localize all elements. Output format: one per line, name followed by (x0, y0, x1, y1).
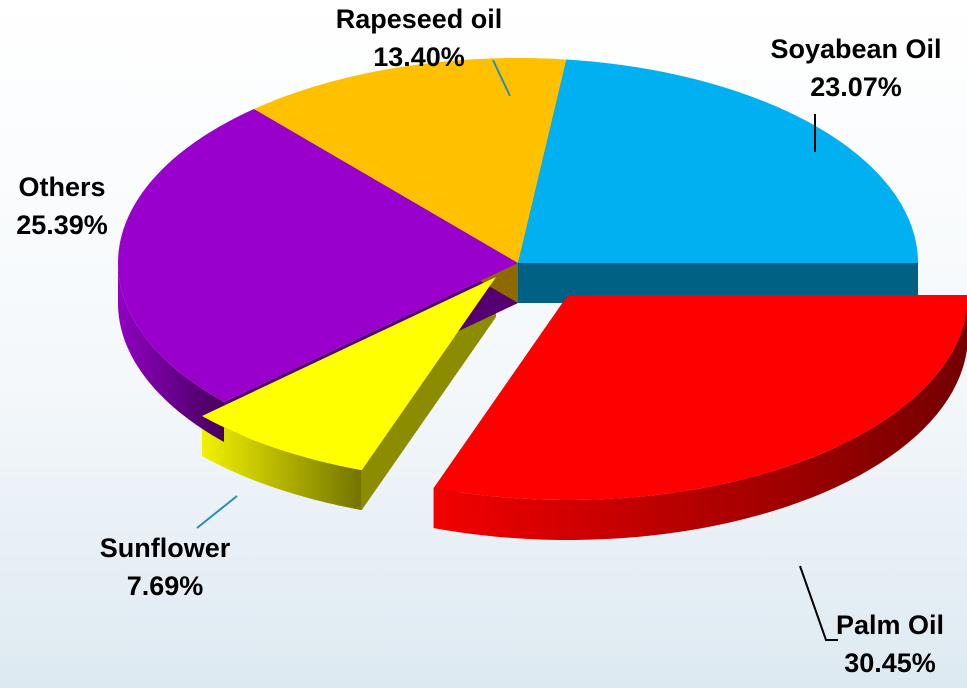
pie-leader-lines (196, 59, 838, 641)
slice-sunflower-outer-wall (202, 416, 362, 511)
label-sunflower-value: 7.69% (126, 571, 204, 601)
label-others-value: 25.39% (16, 210, 108, 240)
slice-palm-oil-outer-wall (433, 309, 967, 540)
slice-sunflower (202, 277, 496, 471)
label-palm-oil-name: Palm Oil (835, 610, 945, 640)
label-others-name: Others (18, 172, 106, 202)
label-soyabean-oil-value: 23.07% (810, 72, 902, 102)
label-rapeseed-oil: Rapeseed oil 13.40% (336, 0, 503, 76)
slice-soyabean-oil (518, 59, 918, 263)
slice-sunflower-cut-wall-0 (361, 277, 496, 511)
label-soyabean-oil: Soyabean Oil 23.07% (770, 30, 941, 106)
label-sunflower: Sunflower 7.69% (100, 529, 231, 605)
label-soyabean-oil-name: Soyabean Oil (770, 34, 942, 64)
label-rapeseed-oil-value: 13.40% (373, 42, 465, 72)
label-others: Others 25.39% (16, 168, 108, 244)
pie-top-faces (118, 58, 967, 500)
leader-line-rapeseed-oil (492, 59, 511, 97)
slice-others-outer-wall (118, 263, 225, 443)
leader-line-sunflower (196, 495, 238, 529)
slice-rapeseed-oil (254, 58, 567, 264)
label-palm-oil-value: 30.45% (844, 648, 936, 678)
leader-line-palm-oil (799, 565, 838, 641)
slice-palm-oil (433, 295, 967, 500)
label-sunflower-name: Sunflower (99, 533, 231, 563)
label-rapeseed-oil-name: Rapeseed oil (335, 4, 503, 34)
slice-soyabean-oil-cut-wall-1 (518, 263, 918, 303)
label-palm-oil: Palm Oil 30.45% (836, 606, 944, 682)
slice-others (118, 108, 518, 403)
